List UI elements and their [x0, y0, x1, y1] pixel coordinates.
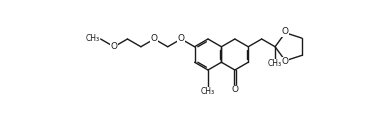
- Text: CH₃: CH₃: [268, 59, 282, 68]
- Text: O: O: [282, 57, 289, 66]
- Text: CH₃: CH₃: [86, 34, 100, 44]
- Text: O: O: [282, 27, 289, 36]
- Text: O: O: [177, 34, 184, 44]
- Text: O: O: [231, 85, 238, 94]
- Text: O: O: [151, 34, 158, 44]
- Text: O: O: [111, 42, 118, 51]
- Text: CH₃: CH₃: [201, 87, 215, 97]
